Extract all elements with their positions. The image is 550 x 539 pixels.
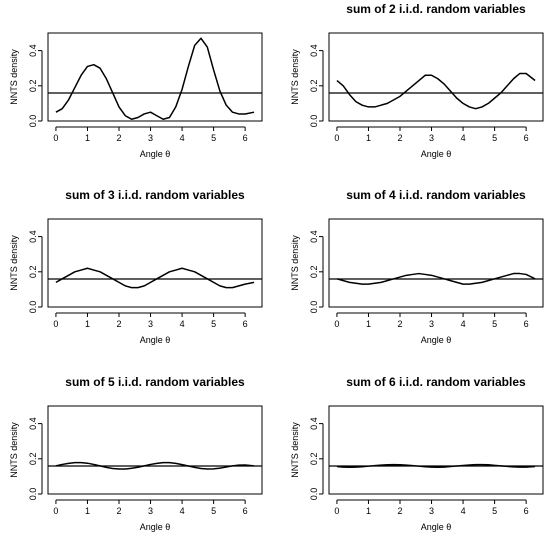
- x-tick-label: 4: [461, 506, 466, 516]
- x-tick-label: 0: [53, 506, 58, 516]
- x-tick-label: 4: [461, 319, 466, 329]
- plot-frame: [47, 32, 263, 122]
- x-axis-label: Angle θ: [140, 149, 171, 159]
- x-tick-label: 1: [85, 133, 90, 143]
- x-axis-label: Angle θ: [140, 522, 171, 532]
- x-tick-label: 6: [524, 506, 529, 516]
- x-tick-label: 3: [148, 319, 153, 329]
- x-tick-label: 0: [53, 319, 58, 329]
- y-tick-label: 0.0: [309, 115, 319, 128]
- y-axis-label: NNTS density: [290, 422, 300, 478]
- x-tick-label: 3: [148, 506, 153, 516]
- x-tick-label: 2: [116, 506, 121, 516]
- y-tick-label: 0.0: [309, 301, 319, 314]
- chart-panel-4: sum of 4 i.i.d. random variables 0 1 2 3 4 5 6 A…: [290, 188, 544, 345]
- x-tick-label: 4: [461, 133, 466, 143]
- chart-panel-5: sum of 5 i.i.d. random variables 0 1 2 3 4 5 6 A…: [9, 375, 263, 532]
- chart-panel-2: sum of 2 i.i.d. random variables 0 1 2 3 4 5 6 A…: [290, 2, 544, 159]
- x-tick-label: 2: [116, 319, 121, 329]
- y-tick-label: 0.0: [28, 301, 38, 314]
- chart-title: sum of 5 i.i.d. random variables: [65, 375, 245, 389]
- y-tick-label: 0.2: [309, 266, 319, 279]
- x-tick-label: 0: [53, 133, 58, 143]
- y-tick-label: 0.4: [309, 44, 319, 57]
- x-tick-label: 3: [429, 133, 434, 143]
- x-tick-label: 5: [211, 319, 216, 329]
- x-tick-label: 4: [180, 506, 185, 516]
- chart-title: sum of 2 i.i.d. random variables: [346, 2, 526, 16]
- x-tick-label: 6: [243, 133, 248, 143]
- plot-frame: [328, 405, 544, 495]
- y-axis-label: NNTS density: [9, 49, 19, 105]
- chart-panel-3: sum of 3 i.i.d. random variables 0 1 2 3 4 5 6 A…: [9, 188, 263, 345]
- x-tick-label: 2: [397, 133, 402, 143]
- x-tick-label: 6: [524, 319, 529, 329]
- y-tick-label: 0.2: [309, 80, 319, 93]
- chart-title: sum of 3 i.i.d. random variables: [65, 188, 245, 202]
- x-tick-label: 6: [524, 133, 529, 143]
- x-tick-label: 1: [366, 319, 371, 329]
- x-tick-label: 2: [397, 319, 402, 329]
- y-tick-label: 0.2: [28, 266, 38, 279]
- y-axis-label: NNTS density: [290, 235, 300, 291]
- chart-title: sum of 4 i.i.d. random variables: [346, 188, 526, 202]
- x-tick-label: 5: [492, 319, 497, 329]
- y-tick-label: 0.2: [28, 80, 38, 93]
- x-tick-label: 5: [211, 133, 216, 143]
- x-tick-label: 5: [211, 506, 216, 516]
- y-tick-label: 0.4: [28, 44, 38, 57]
- x-tick-label: 3: [148, 133, 153, 143]
- x-axis-label: Angle θ: [421, 522, 452, 532]
- chart-panel-6: sum of 6 i.i.d. random variables 0 1 2 3 4 5 6 A…: [290, 375, 544, 532]
- density-curve: [336, 72, 536, 110]
- y-tick-label: 0.4: [309, 230, 319, 243]
- y-tick-label: 0.2: [309, 453, 319, 466]
- y-axis-label: NNTS density: [9, 235, 19, 291]
- x-tick-label: 1: [85, 506, 90, 516]
- x-tick-label: 0: [334, 506, 339, 516]
- y-tick-label: 0.4: [309, 417, 319, 430]
- x-axis-label: Angle θ: [421, 335, 452, 345]
- chart-title: sum of 6 i.i.d. random variables: [346, 375, 526, 389]
- x-tick-label: 0: [334, 319, 339, 329]
- x-tick-label: 1: [366, 506, 371, 516]
- y-tick-label: 0.4: [28, 230, 38, 243]
- x-tick-label: 1: [85, 319, 90, 329]
- plot-frame: [328, 218, 544, 308]
- x-tick-label: 4: [180, 133, 185, 143]
- density-curve: [336, 463, 536, 468]
- x-tick-label: 4: [180, 319, 185, 329]
- plot-frame: [47, 405, 263, 495]
- density-curve: [55, 267, 255, 289]
- y-axis-label: NNTS density: [9, 422, 19, 478]
- density-curve: [55, 37, 255, 120]
- plot-frame: [47, 218, 263, 308]
- chart-panel-1: 0 1 2 3 4 5 6 Angle θ 0.0 0.2 0.4 NNTS density: [9, 32, 263, 159]
- y-axis-label: NNTS density: [290, 49, 300, 105]
- y-tick-label: 0.4: [28, 417, 38, 430]
- x-tick-label: 1: [366, 133, 371, 143]
- x-tick-label: 3: [429, 506, 434, 516]
- y-tick-label: 0.0: [28, 115, 38, 128]
- x-tick-label: 2: [397, 506, 402, 516]
- plot-frame: [328, 32, 544, 122]
- x-tick-label: 6: [243, 506, 248, 516]
- x-tick-label: 6: [243, 319, 248, 329]
- x-tick-label: 3: [429, 319, 434, 329]
- y-tick-label: 0.0: [309, 488, 319, 501]
- density-curve: [55, 461, 255, 470]
- x-tick-label: 5: [492, 506, 497, 516]
- x-axis-label: Angle θ: [421, 149, 452, 159]
- y-tick-label: 0.2: [28, 453, 38, 466]
- x-tick-label: 2: [116, 133, 121, 143]
- density-curve: [336, 272, 536, 285]
- x-axis-label: Angle θ: [140, 335, 171, 345]
- x-tick-label: 5: [492, 133, 497, 143]
- y-tick-label: 0.0: [28, 488, 38, 501]
- x-tick-label: 0: [334, 133, 339, 143]
